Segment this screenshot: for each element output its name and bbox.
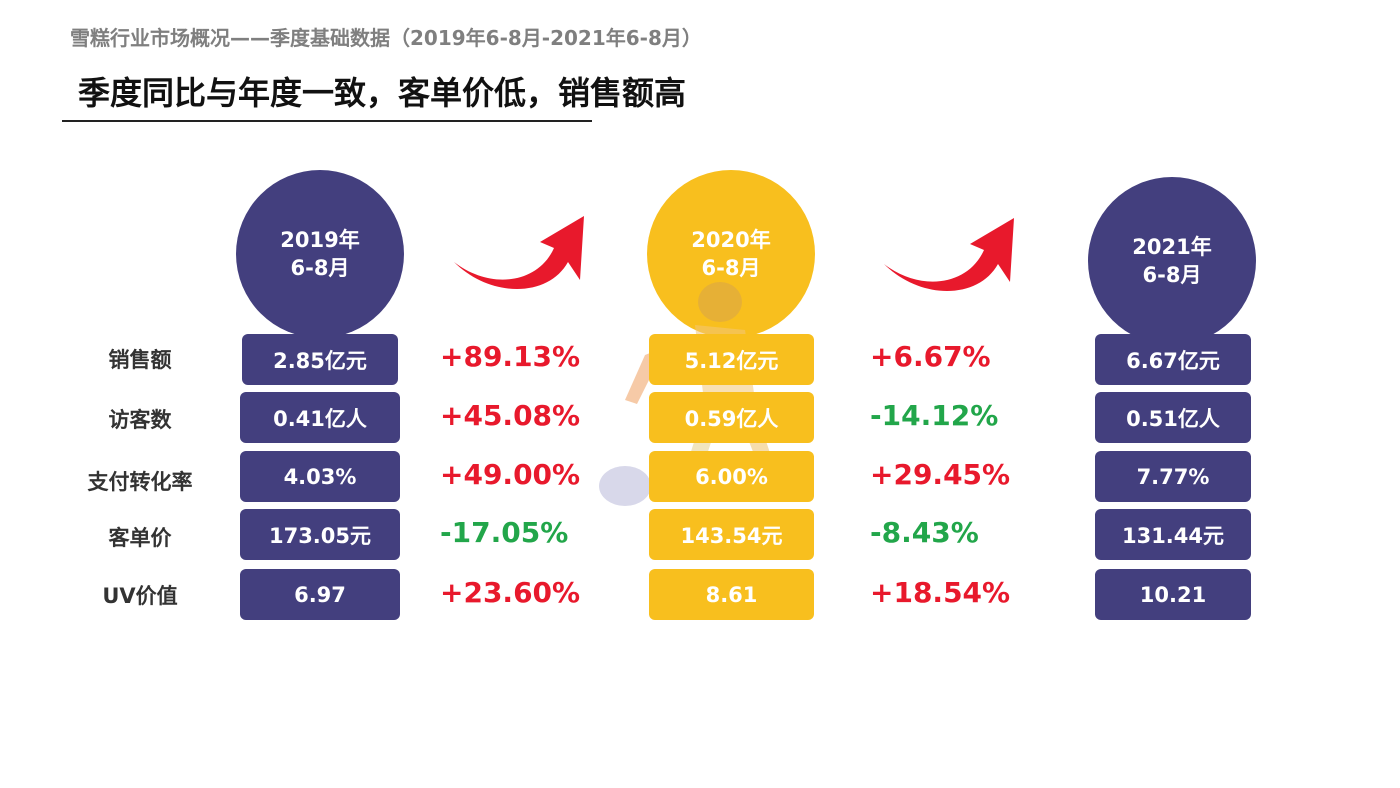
- change-2020-2021-sales: +6.67%: [870, 340, 991, 373]
- arrow-right-curved-icon: [454, 216, 584, 289]
- value-2019-avg-order: 173.05元: [240, 509, 400, 560]
- change-2020-2021-conversion: +29.45%: [870, 458, 1011, 491]
- change-2019-2020-avg-order: -17.05%: [440, 516, 569, 549]
- value-2019-sales: 2.85亿元: [242, 334, 398, 385]
- value-2020-visitors: 0.59亿人: [649, 392, 814, 443]
- metric-label-conversion: 支付转化率: [87, 470, 193, 494]
- period-year: 2019年: [280, 228, 360, 252]
- slide-title: 季度同比与年度一致，客单价低，销售额高: [78, 74, 687, 112]
- change-2020-2021-uv-value: +18.54%: [870, 576, 1011, 609]
- value-2020-sales: 5.12亿元: [649, 334, 814, 385]
- change-2019-2020-conversion: +49.00%: [440, 458, 581, 491]
- change-2020-2021-avg-order: -8.43%: [870, 516, 979, 549]
- value-2020-avg-order: 143.54元: [649, 509, 814, 560]
- period-months: 6-8月: [1142, 263, 1202, 287]
- period-circle-2019: 2019年 6-8月: [236, 170, 404, 338]
- title-underline: [62, 120, 592, 122]
- value-2021-conversion: 7.77%: [1095, 451, 1251, 502]
- period-circle-2021: 2021年 6-8月: [1088, 177, 1256, 345]
- value-2019-visitors: 0.41亿人: [240, 392, 400, 443]
- value-2021-sales: 6.67亿元: [1095, 334, 1251, 385]
- value-2021-visitors: 0.51亿人: [1095, 392, 1251, 443]
- metric-label-avg-order: 客单价: [108, 526, 172, 550]
- change-2019-2020-uv-value: +23.60%: [440, 576, 581, 609]
- period-year: 2021年: [1132, 235, 1212, 259]
- metric-label-sales: 销售额: [108, 348, 172, 372]
- arrow-right-curved-icon: [884, 218, 1014, 291]
- metric-label-visitors: 访客数: [108, 408, 172, 432]
- value-2021-avg-order: 131.44元: [1095, 509, 1251, 560]
- slide-subtitle: 雪糕行业市场概况——季度基础数据（2019年6-8月-2021年6-8月）: [70, 26, 702, 50]
- value-2019-conversion: 4.03%: [240, 451, 400, 502]
- value-2019-uv-value: 6.97: [240, 569, 400, 620]
- value-2020-uv-value: 8.61: [649, 569, 814, 620]
- change-2020-2021-visitors: -14.12%: [870, 399, 999, 432]
- metric-label-uv-value: UV价值: [102, 584, 178, 608]
- period-months: 6-8月: [290, 256, 350, 280]
- value-2020-conversion: 6.00%: [649, 451, 814, 502]
- period-months: 6-8月: [701, 256, 761, 280]
- period-year: 2020年: [691, 228, 771, 252]
- change-2019-2020-visitors: +45.08%: [440, 399, 581, 432]
- value-2021-uv-value: 10.21: [1095, 569, 1251, 620]
- change-2019-2020-sales: +89.13%: [440, 340, 581, 373]
